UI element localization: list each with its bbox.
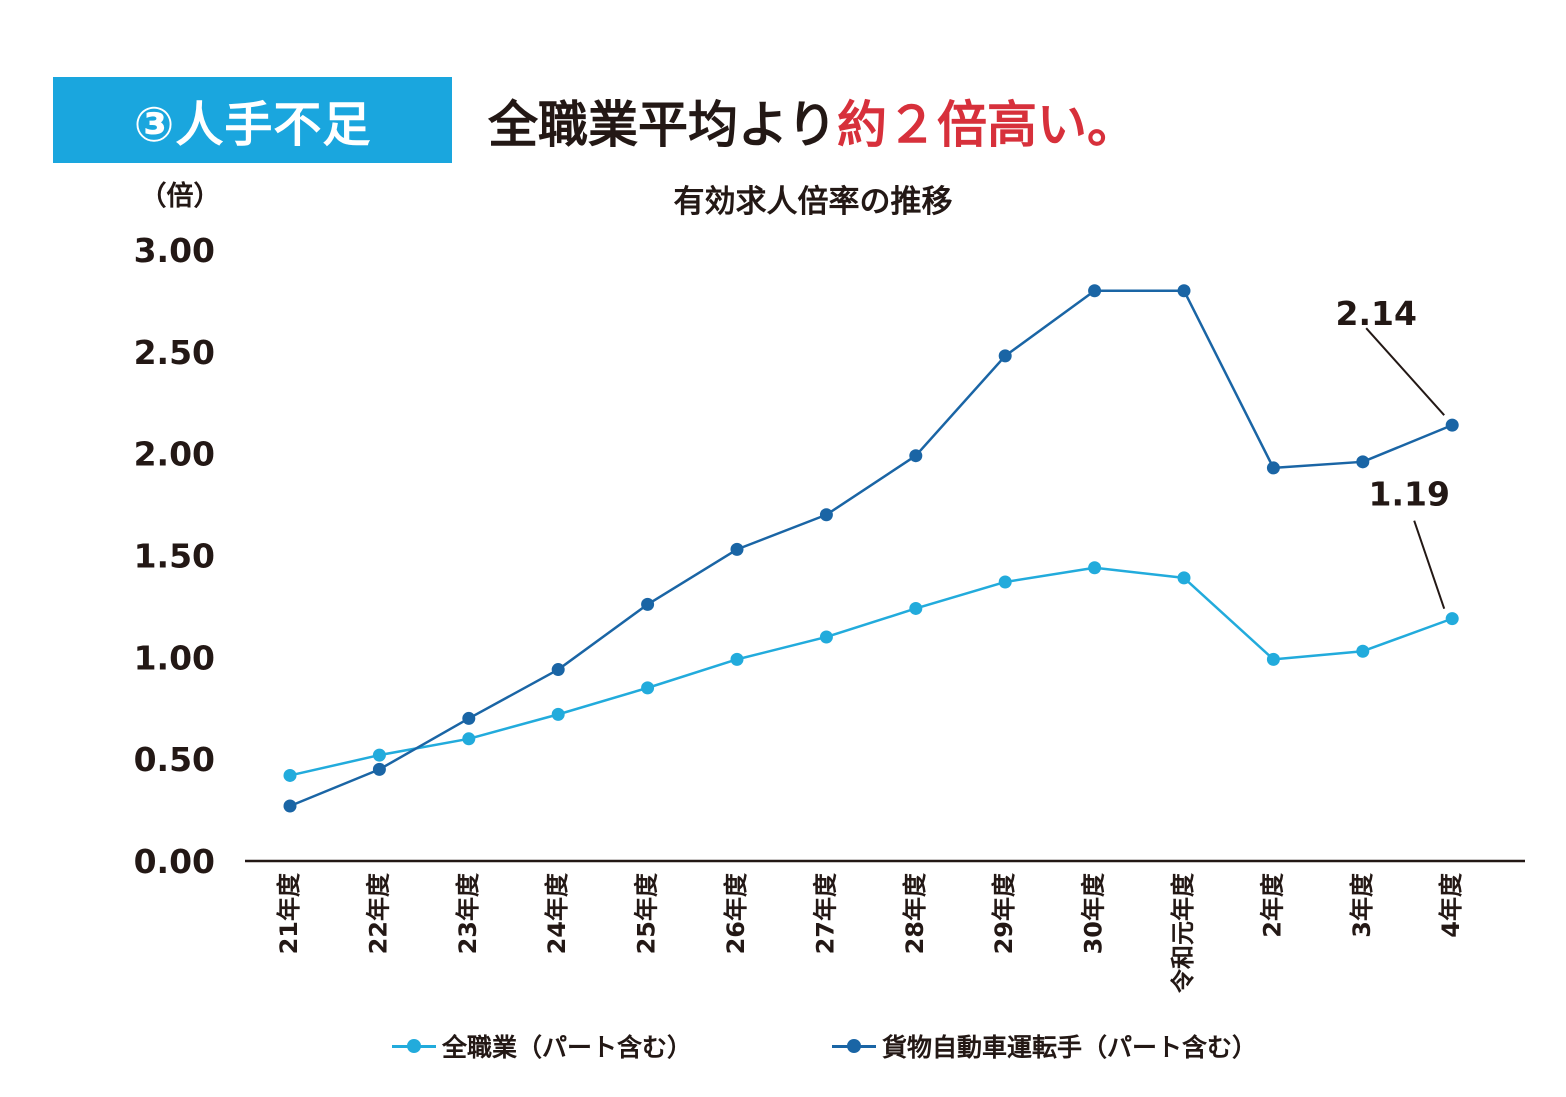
data-point-series-1: [462, 711, 476, 725]
data-point-series-1: [730, 542, 744, 556]
data-point-series-0: [462, 732, 476, 746]
data-point-series-1: [551, 663, 565, 677]
headline: 全職業平均より 約２倍高い。: [488, 86, 1137, 156]
section-badge-label: ③人手不足: [133, 97, 372, 153]
data-point-series-1: [998, 349, 1012, 363]
y-tick-label: 1.50: [134, 537, 215, 576]
data-point-series-1: [819, 508, 833, 522]
annotation-label: 1.19: [1368, 475, 1449, 514]
x-tick-label: 令和元年度: [1169, 872, 1197, 993]
data-point-series-1: [1177, 284, 1191, 298]
x-tick-label: 2年度: [1258, 872, 1286, 938]
data-point-series-0: [730, 652, 744, 666]
y-tick-label: 0.50: [134, 740, 215, 779]
series-line-0: [289, 566, 1453, 777]
x-tick-label: 29年度: [990, 872, 1018, 954]
series-line-1: [289, 289, 1453, 808]
x-tick-label: 26年度: [722, 872, 750, 954]
x-tick-label: 27年度: [811, 872, 839, 954]
data-point-series-0: [372, 748, 386, 762]
y-axis-unit-label: （倍）: [140, 180, 221, 212]
legend-label-truck-drivers: 貨物自動車運転手（パート含む）: [882, 1033, 1258, 1062]
y-tick-label: 0.00: [134, 842, 215, 881]
y-tick-label: 2.00: [134, 435, 215, 474]
legend-item-truck-drivers: 貨物自動車運転手（パート含む）: [832, 1026, 1257, 1066]
x-tick-label: 22年度: [364, 872, 392, 954]
headline-main: 全職業平均より: [488, 96, 837, 154]
data-point-series-1: [641, 597, 655, 611]
annotation-label: 2.14: [1335, 294, 1416, 333]
legend-swatch-truck-drivers: [832, 1039, 876, 1053]
data-point-series-1: [1266, 461, 1280, 475]
annotation-leader-line: [1413, 520, 1446, 609]
data-point-series-0: [283, 768, 297, 782]
data-point-series-1: [372, 762, 386, 776]
data-point-series-0: [819, 630, 833, 644]
y-tick-label: 3.00: [134, 231, 215, 270]
section-badge: ③人手不足: [53, 77, 452, 163]
data-point-series-0: [998, 575, 1012, 589]
data-point-series-1: [1445, 418, 1459, 432]
x-tick-label: 24年度: [543, 872, 571, 954]
y-tick-label: 2.50: [134, 333, 215, 372]
y-tick-label: 1.00: [134, 638, 215, 677]
data-point-series-0: [641, 681, 655, 695]
x-tick-label: 28年度: [901, 872, 929, 954]
legend-label-all-occupations: 全職業（パート含む）: [442, 1033, 693, 1062]
x-tick-label: 30年度: [1080, 872, 1108, 954]
data-point-series-0: [1445, 612, 1459, 626]
data-point-series-0: [1088, 561, 1102, 575]
chart-title: 有効求人倍率の推移: [674, 184, 953, 220]
chart-legend: 全職業（パート含む） 貨物自動車運転手（パート含む）: [0, 1026, 1566, 1066]
data-point-series-0: [909, 601, 923, 615]
annotation-leader-line: [1365, 327, 1445, 416]
data-point-series-1: [1356, 455, 1370, 469]
x-tick-label: 21年度: [275, 872, 303, 954]
data-point-series-0: [1177, 571, 1191, 585]
x-tick-label: 3年度: [1348, 872, 1376, 938]
data-point-series-1: [909, 449, 923, 463]
x-tick-label: 25年度: [633, 872, 661, 954]
headline-highlight: 約２倍高い。: [837, 96, 1137, 154]
data-point-series-0: [551, 707, 565, 721]
data-point-series-1: [283, 799, 297, 813]
data-point-series-0: [1356, 644, 1370, 658]
data-point-series-1: [1088, 284, 1102, 298]
x-tick-label: 4年度: [1437, 872, 1465, 938]
x-tick-label: 23年度: [454, 872, 482, 954]
data-point-series-0: [1266, 652, 1280, 666]
legend-swatch-all-occupations: [392, 1039, 436, 1053]
legend-item-all-occupations: 全職業（パート含む）: [392, 1026, 692, 1066]
